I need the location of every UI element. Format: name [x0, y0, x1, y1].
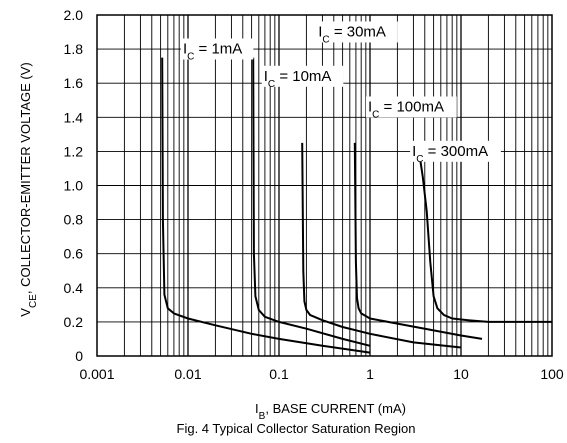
series-line-3: [301, 142, 462, 349]
y-tick-label: 2.0: [64, 7, 84, 23]
x-tick-label: 0.001: [79, 366, 114, 382]
x-axis-label-subscript: B: [259, 411, 266, 422]
y-axis-label: VCE, COLLECTOR-EMITTER VOLTAGE (V): [18, 62, 39, 316]
annotation-background: [316, 21, 398, 43]
series-layer: [161, 57, 552, 354]
series-annotation-3: IC = 30mA: [318, 23, 386, 45]
y-tick-label: 0: [75, 348, 83, 364]
series-line-4: [353, 142, 483, 340]
tick-label-layer: 0 0.2 0.4 0.6 0.8 1.0 1.2 1.4 1.6 1.8 2.0 0.001 0.01…: [64, 7, 564, 382]
x-tick-label: 1: [366, 366, 374, 382]
x-tick-label: 100: [540, 366, 564, 382]
x-tick-label: 0.1: [269, 366, 289, 382]
x-axis-label: IB, BASE CURRENT (mA): [255, 401, 406, 422]
series-annotation-1: IC = 1mA: [183, 41, 242, 63]
y-tick-label: 1.0: [64, 178, 84, 194]
y-tick-label: 1.4: [64, 109, 84, 125]
y-tick-label: 0.2: [64, 314, 84, 330]
y-tick-label: 1.2: [64, 143, 84, 159]
y-axis-label-subscript: CE: [28, 294, 39, 308]
annotation-background: [365, 96, 457, 118]
series-line-2: [252, 57, 371, 347]
y-tick-label: 0.4: [64, 280, 84, 296]
y-tick-label: 0.8: [64, 212, 84, 228]
y-tick-label: 0.6: [64, 246, 84, 262]
series-annotation-2: IC = 10mA: [264, 68, 332, 90]
series-line-1: [161, 57, 371, 354]
x-tick-label: 10: [453, 366, 469, 382]
y-tick-label: 1.8: [64, 41, 84, 57]
grid-layer: [97, 15, 552, 356]
annotation-background: [180, 38, 254, 60]
plot-frame: [96, 14, 553, 357]
annotation-background: [261, 65, 344, 87]
series-annotation-5: IC = 300mA: [412, 143, 488, 165]
series-line-5: [418, 154, 552, 323]
annotation-background: [410, 140, 501, 162]
series-annotation-4: IC = 100mA: [368, 98, 444, 120]
y-tick-label: 1.6: [64, 75, 84, 91]
annotation-layer: IC = 1mA IC = 10mA IC = 30mA IC = 100mA IC =…: [180, 21, 501, 165]
x-tick-label: 0.01: [174, 366, 201, 382]
figure-caption: Fig. 4 Typical Collector Saturation Regi…: [177, 421, 416, 436]
